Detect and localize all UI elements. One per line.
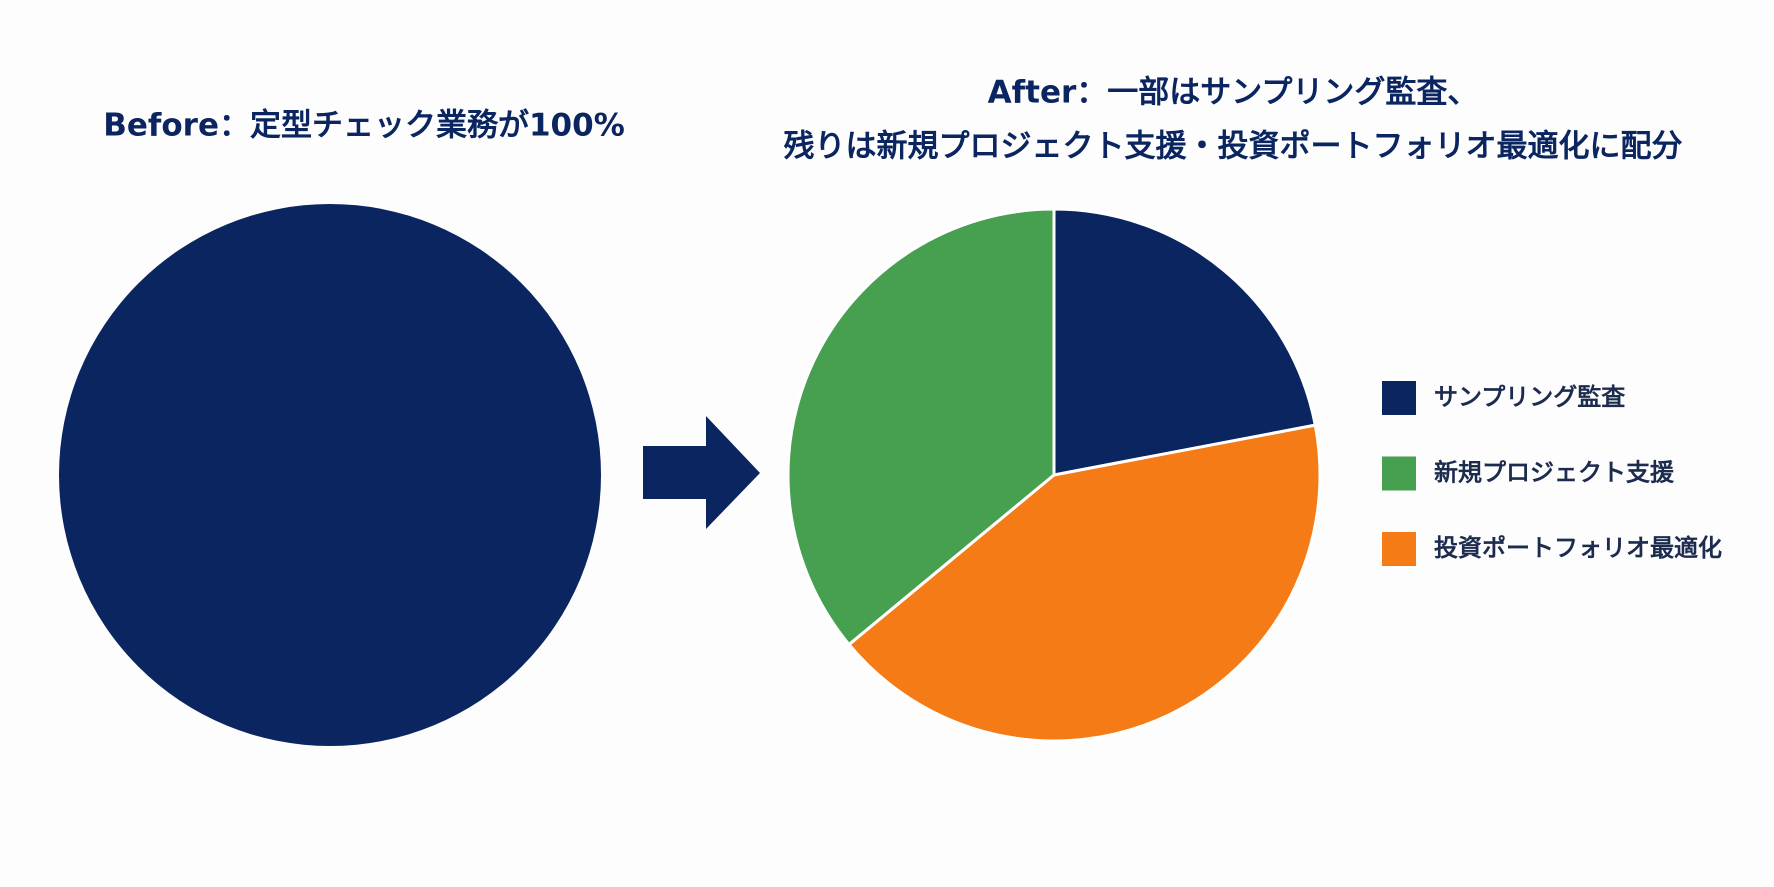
legend-label: サンプリング監査 bbox=[1434, 383, 1625, 411]
legend-swatch bbox=[1382, 456, 1416, 491]
chart-title: 残りは新規プロジェクト支援・投資ポートフォリオ最適化に配分 bbox=[784, 129, 1683, 165]
legend-swatch bbox=[1382, 381, 1416, 415]
legend-swatch bbox=[1382, 532, 1416, 566]
legend-label: 新規プロジェクト支援 bbox=[1434, 459, 1675, 487]
pie-slice bbox=[1052, 207, 1318, 477]
chart-title: Before：定型チェック業務が100% bbox=[103, 108, 625, 144]
pie-slice bbox=[59, 204, 601, 746]
pie-slice bbox=[786, 207, 1056, 647]
pie-slice bbox=[846, 423, 1322, 743]
transition-arrow bbox=[643, 416, 760, 529]
legend-label: 投資ポートフォリオ最適化 bbox=[1434, 534, 1722, 562]
chart-title: After：一部はサンプリング監査、 bbox=[988, 75, 1479, 111]
